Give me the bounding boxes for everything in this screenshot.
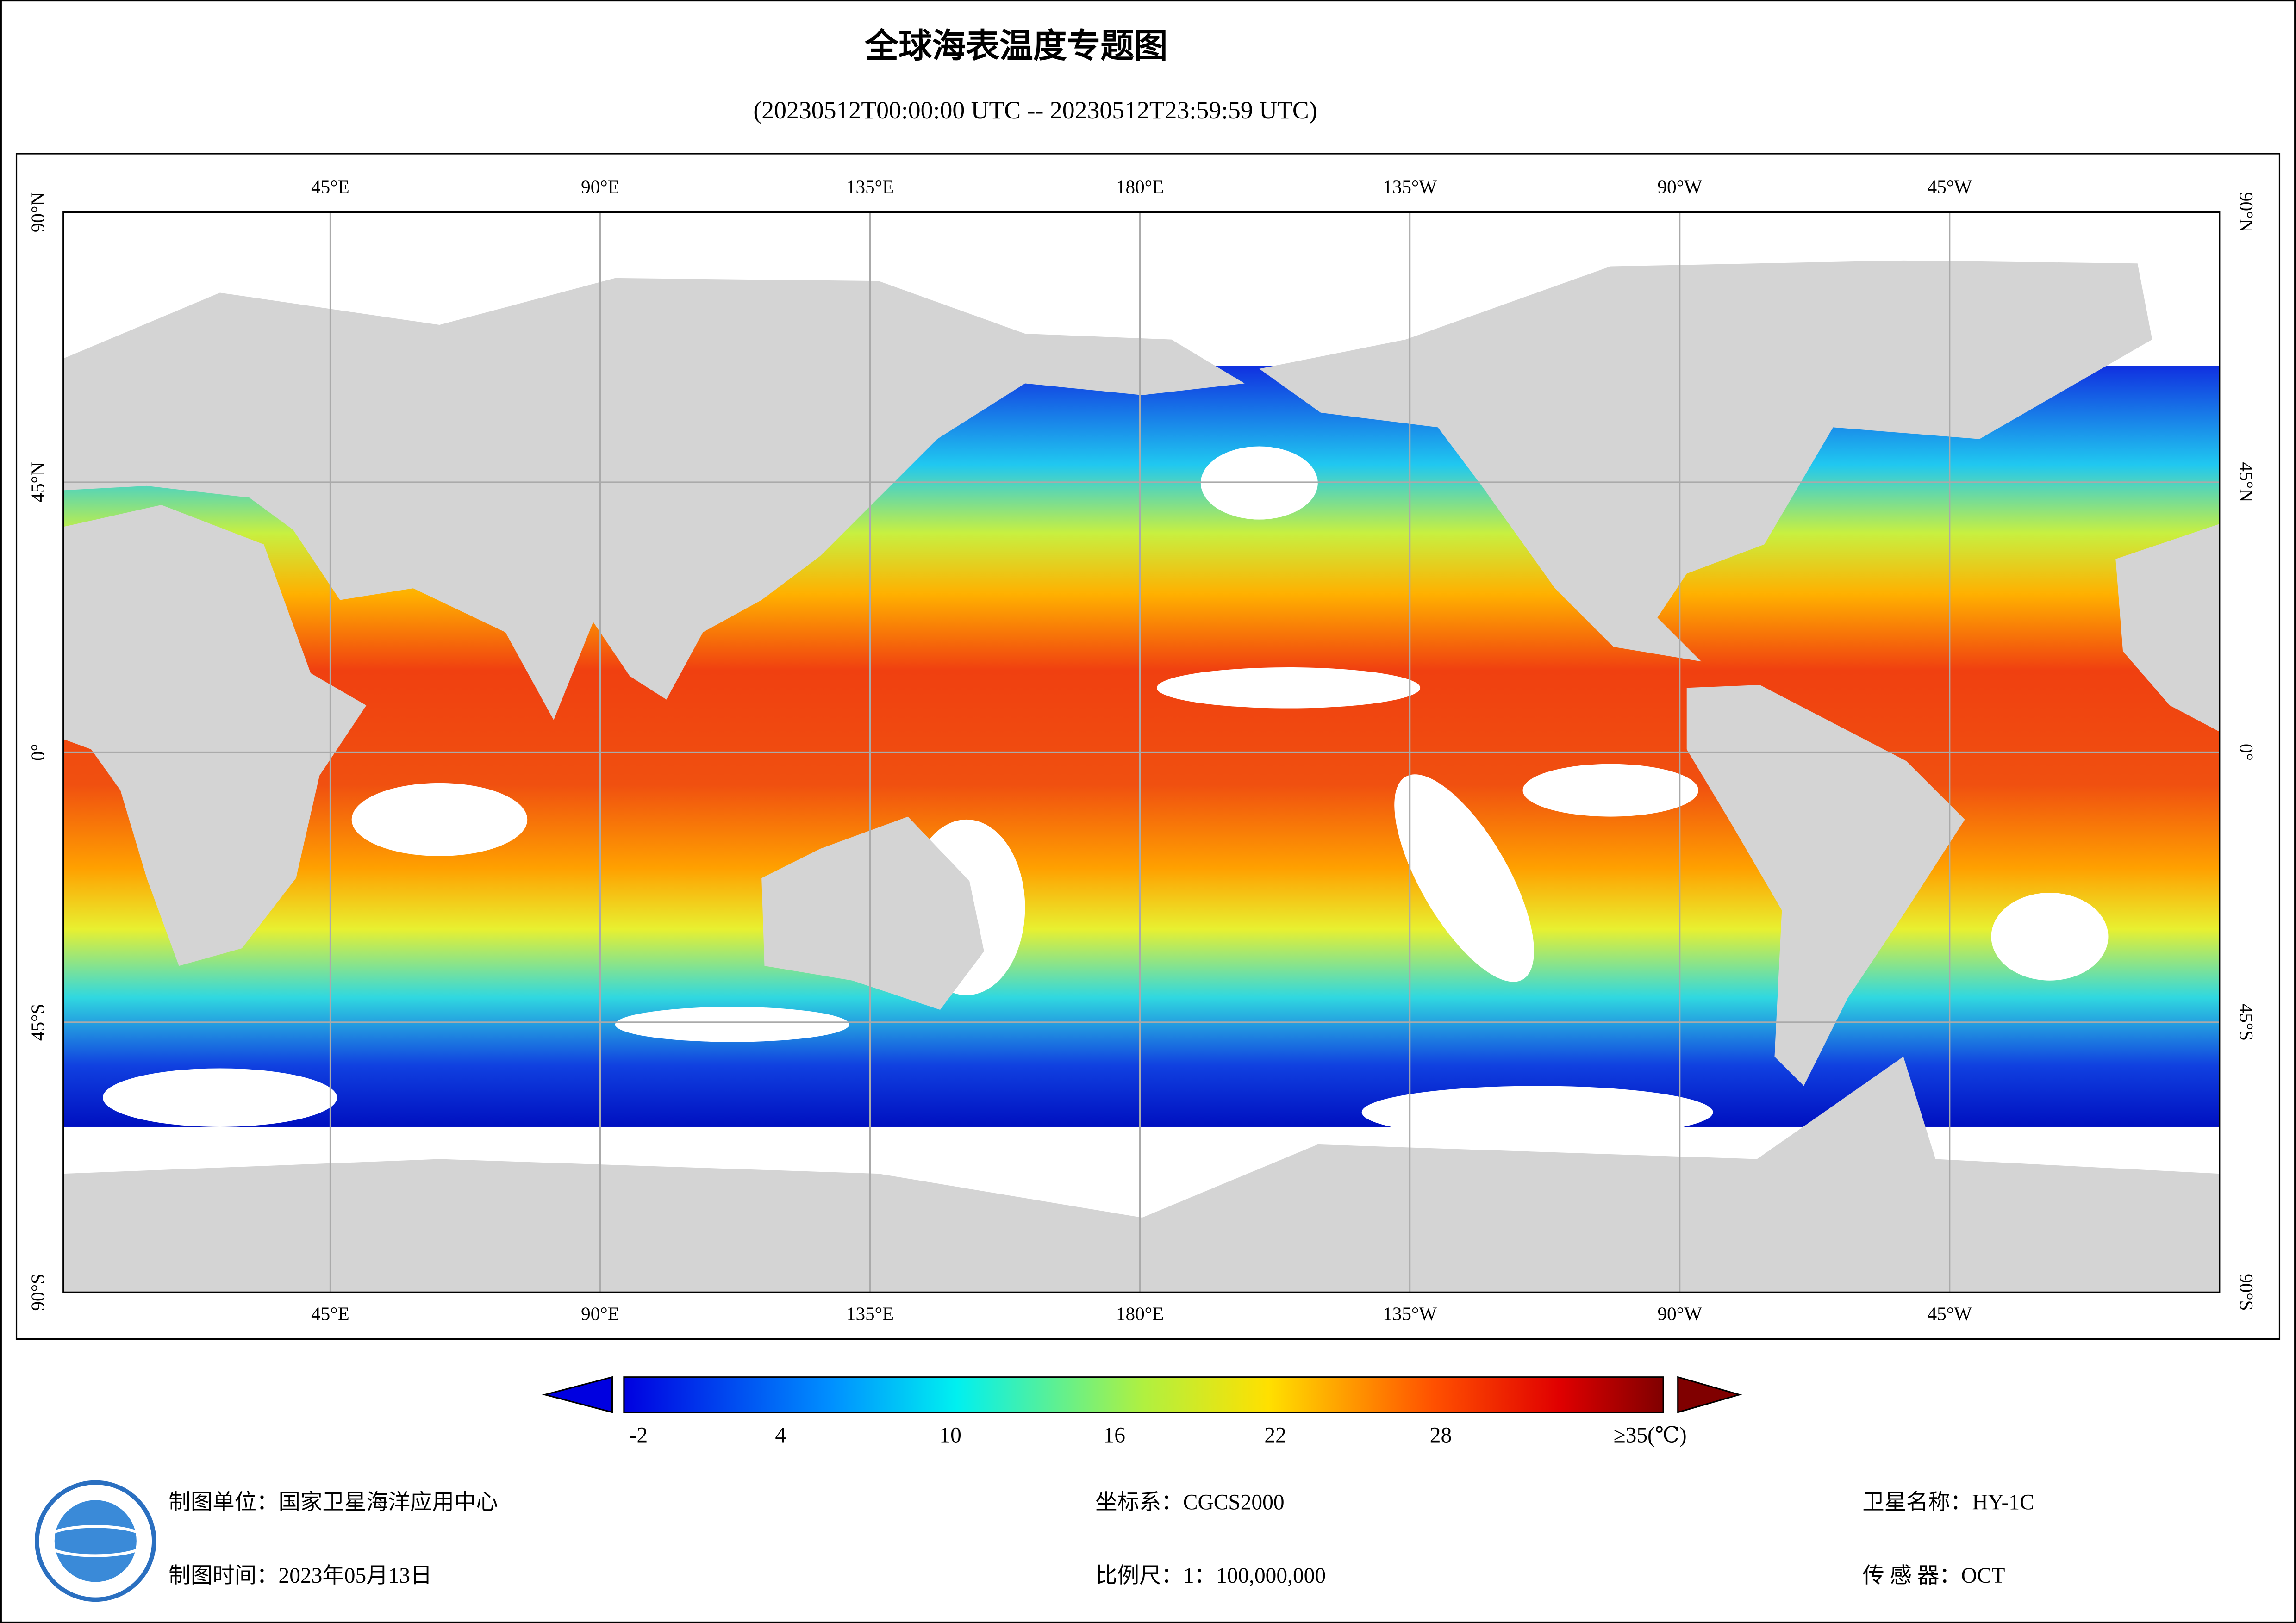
colorbar-low-arrow xyxy=(542,1376,613,1413)
colorbar-label: 4 xyxy=(775,1423,786,1447)
footer-satellite: 卫星名称：HY-1C xyxy=(1862,1491,2034,1515)
longitude-label-bottom: 90°E xyxy=(581,1303,619,1324)
longitude-label-bottom: 45°W xyxy=(1928,1303,1972,1324)
latitude-label-left: 90°S xyxy=(27,1274,49,1311)
footer-crs: 坐标系：CGCS2000 xyxy=(1095,1491,1284,1515)
latitude-label-right: 0° xyxy=(2236,744,2257,761)
map-area xyxy=(63,212,2220,1293)
longitude-label-bottom: 45°E xyxy=(311,1303,349,1324)
colorbar-label: -2 xyxy=(630,1423,648,1447)
colorbar-label: 28 xyxy=(1430,1423,1452,1447)
logo xyxy=(35,1480,156,1602)
colorbar-label: 16 xyxy=(1104,1423,1125,1447)
colorbar-bar xyxy=(623,1376,1664,1413)
footer-unit: 制图单位：国家卫星海洋应用中心 xyxy=(168,1491,498,1515)
colorbar-label: ≥35(℃) xyxy=(1614,1423,1687,1447)
latitude-label-left: 90°N xyxy=(27,192,49,232)
longitude-label-top: 90°W xyxy=(1658,176,1703,197)
longitude-label-top: 180°E xyxy=(1116,176,1164,197)
latitude-label-left: 0° xyxy=(27,744,49,761)
latitude-label-right: 45°N xyxy=(2236,462,2257,502)
graticule xyxy=(63,212,2220,1293)
latitude-label-right: 90°S xyxy=(2236,1274,2257,1311)
title: 全球海表温度专题图 xyxy=(864,27,1167,65)
longitude-label-top: 135°W xyxy=(1383,176,1437,197)
subtitle: (20230512T00:00:00 UTC -- 20230512T23:59… xyxy=(753,96,1317,124)
footer-date: 制图时间：2023年05月13日 xyxy=(168,1564,432,1588)
colorbar-label: 10 xyxy=(939,1423,961,1447)
longitude-label-bottom: 135°E xyxy=(846,1303,894,1324)
longitude-label-top: 135°E xyxy=(846,176,894,197)
graticule-labels: 45°E 45°E 90°E 90°E 135°E 135°E 180°E 180°E 135°… xyxy=(27,176,2258,1324)
latitude-label-right: 45°S xyxy=(2236,1004,2257,1041)
longitude-label-bottom: 180°E xyxy=(1116,1303,1164,1324)
footer-sensor: 传 感 器：OCT xyxy=(1862,1564,2005,1588)
latitude-label-right: 90°N xyxy=(2236,192,2257,232)
map-border xyxy=(62,211,2221,1293)
longitude-label-top: 45°E xyxy=(311,176,349,197)
latitude-label-left: 45°S xyxy=(27,1004,49,1041)
longitude-label-bottom: 135°W xyxy=(1383,1303,1437,1324)
longitude-label-bottom: 90°W xyxy=(1658,1303,1703,1324)
colorbar: -2 4 10 16 22 28 ≥35(℃) xyxy=(542,1376,1742,1447)
colorbar-label: 22 xyxy=(1264,1423,1286,1447)
colorbar-high-arrow xyxy=(1677,1376,1742,1413)
footer-scale: 比例尺：1：100,000,000 xyxy=(1095,1564,1326,1588)
latitude-label-left: 45°N xyxy=(27,462,49,502)
longitude-label-top: 90°E xyxy=(581,176,619,197)
longitude-label-top: 45°W xyxy=(1928,176,1972,197)
